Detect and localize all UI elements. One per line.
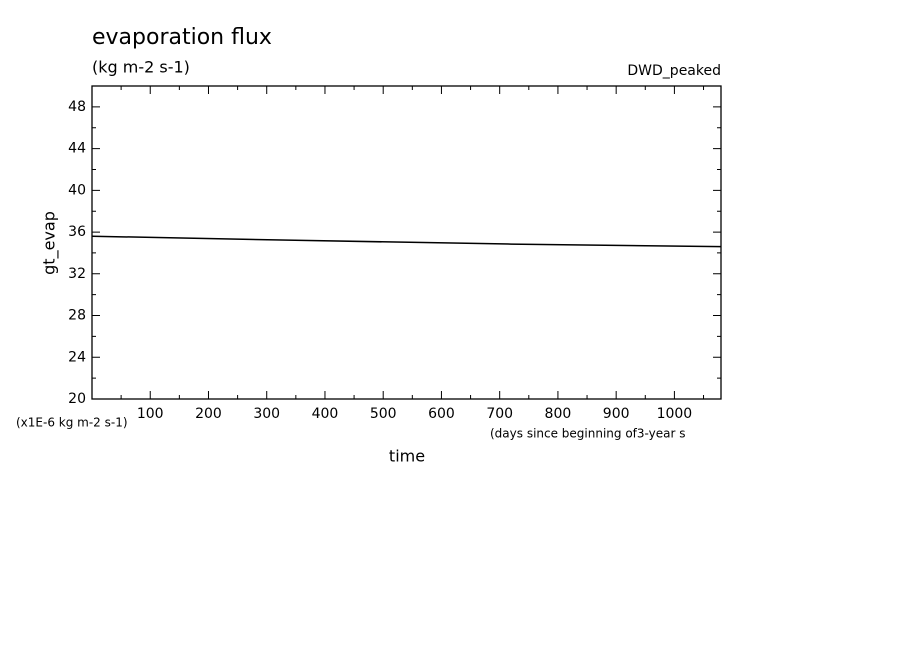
x-tick-label: 1000: [657, 406, 693, 422]
x-tick-label: 500: [370, 406, 397, 422]
x-tick-label: 700: [486, 406, 513, 422]
x-tick-label: 100: [137, 406, 164, 422]
x-tick-label: 200: [195, 406, 222, 422]
x-tick-label: 800: [545, 406, 572, 422]
y-tick-label: 36: [68, 224, 86, 240]
y-tick-label: 28: [68, 308, 86, 324]
y-tick-label: 32: [68, 266, 86, 282]
y-tick-label: 24: [68, 349, 86, 365]
chart-subtitle: (kg m-2 s-1): [92, 58, 190, 77]
plot-frame: [91, 85, 722, 400]
x-axis-label: time: [389, 447, 425, 466]
x-units: (days since beginning of3-year s: [490, 427, 686, 441]
y-tick-label: 20: [68, 391, 86, 407]
annotation: DWD_peaked: [627, 63, 721, 79]
x-tick-label: 300: [253, 406, 280, 422]
y-units: (x1E-6 kg m-2 s-1): [16, 416, 128, 430]
y-tick-label: 40: [68, 182, 86, 198]
chart-title: evaporation flux: [92, 25, 272, 50]
x-tick-label: 400: [312, 406, 339, 422]
x-tick-label: 900: [603, 406, 630, 422]
y-tick-label: 48: [68, 99, 86, 115]
data-line: [91, 235, 722, 248]
y-axis-label: gt_evap: [40, 211, 60, 275]
x-tick-label: 600: [428, 406, 455, 422]
y-tick-label: 44: [68, 141, 86, 157]
